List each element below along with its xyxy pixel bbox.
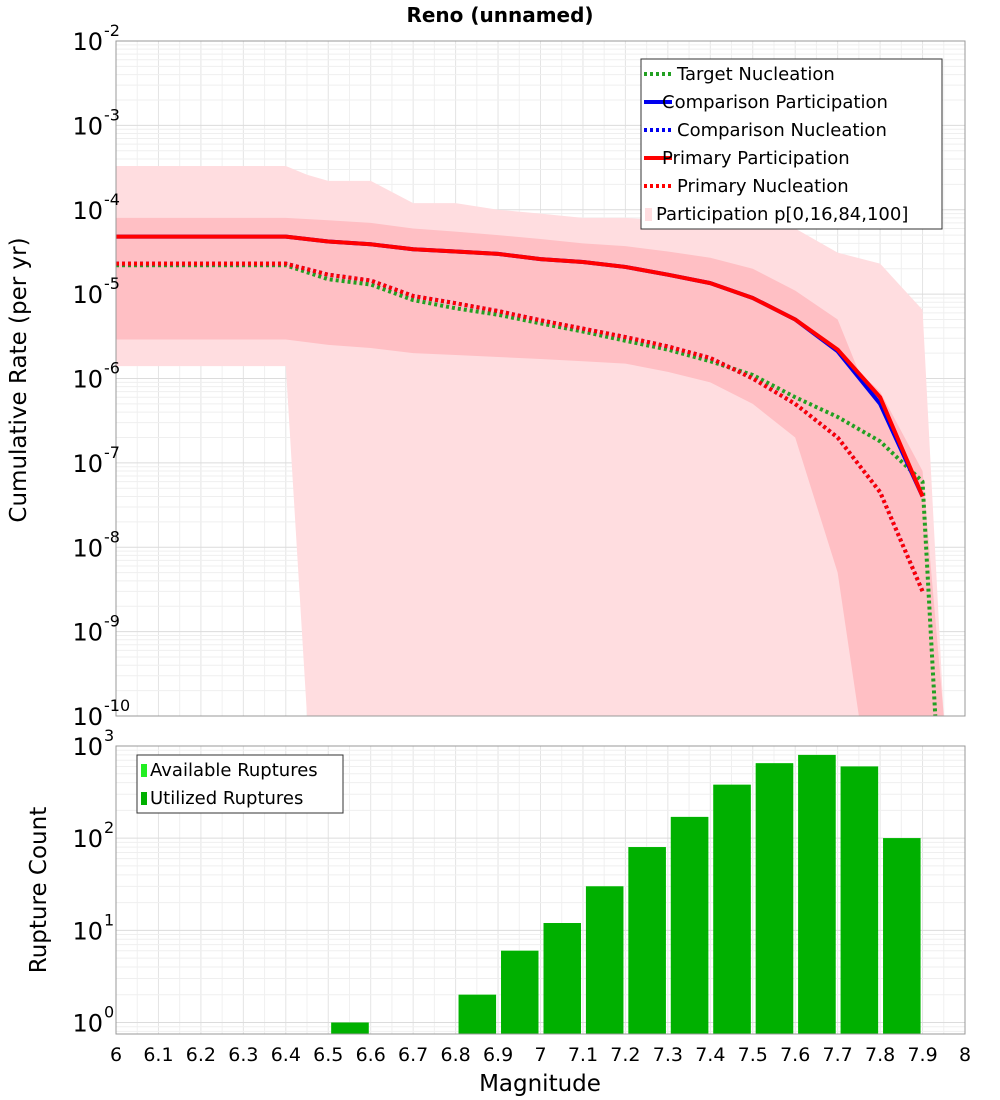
bar-utilized-ruptures xyxy=(883,838,921,1034)
bottom-y-tick-label: 10 xyxy=(72,1009,103,1037)
bottom-y-tick-label: 10 xyxy=(72,733,103,761)
x-tick-label: 7.7 xyxy=(823,1044,853,1066)
x-tick-label: 6.6 xyxy=(356,1044,386,1066)
x-tick-label: 8 xyxy=(959,1044,971,1066)
legend-entry: Available Ruptures xyxy=(150,760,318,781)
chart-title: Reno (unnamed) xyxy=(406,3,593,27)
top-y-tick-label: 10 xyxy=(72,112,103,140)
top-y-tick-label: 10 xyxy=(72,281,103,309)
x-tick-label: 6.9 xyxy=(483,1044,513,1066)
top-y-tick-exponent: -8 xyxy=(104,527,120,546)
bar-utilized-ruptures xyxy=(840,766,879,1034)
legend-entry: Utilized Ruptures xyxy=(150,788,303,809)
bottom-y-tick-exponent: 1 xyxy=(104,910,114,929)
x-tick-label: 7.3 xyxy=(653,1044,683,1066)
bottom-legend-box xyxy=(136,754,344,814)
x-tick-label: 6.8 xyxy=(440,1044,470,1066)
top-y-tick-exponent: -5 xyxy=(104,274,120,293)
bar-utilized-ruptures xyxy=(331,1022,369,1034)
bar-utilized-ruptures xyxy=(543,923,581,1034)
legend-entry: Primary Participation xyxy=(662,148,850,169)
rupture-bars xyxy=(331,754,921,1034)
legend-entry: Comparison Participation xyxy=(662,92,888,113)
top-y-tick-exponent: -10 xyxy=(104,696,130,715)
x-tick-label: 7.8 xyxy=(865,1044,895,1066)
top-y-tick-label: 10 xyxy=(72,28,103,56)
bottom-y-tick-exponent: 2 xyxy=(104,818,114,837)
top-y-tick-label: 10 xyxy=(72,197,103,225)
participation-bands xyxy=(116,166,944,717)
top-y-tick-exponent: -7 xyxy=(104,443,120,462)
top-plot-frame xyxy=(115,40,966,717)
top-y-tick-exponent: -9 xyxy=(104,612,120,631)
x-tick-label: 6.1 xyxy=(143,1044,173,1066)
legend-entry: Target Nucleation xyxy=(676,64,835,85)
bottom-plot-frame xyxy=(115,745,966,1035)
x-tick-label: 7.4 xyxy=(695,1044,725,1066)
top-y-tick-label: 10 xyxy=(72,619,103,647)
top-y-tick-exponent: -4 xyxy=(104,190,120,209)
bottom-y-tick-exponent: 3 xyxy=(104,726,114,745)
x-tick-label: 6.3 xyxy=(228,1044,258,1066)
x-axis-label: Magnitude xyxy=(479,1071,601,1097)
x-tick-label: 7 xyxy=(534,1044,546,1066)
rate-lines xyxy=(116,234,938,717)
top-legend: Target Nucleation Comparison Participatio… xyxy=(640,58,943,230)
legend-swatch-bar xyxy=(141,764,147,777)
bar-utilized-ruptures xyxy=(501,950,539,1034)
x-tick-label: 6.5 xyxy=(313,1044,343,1066)
legend-entry: Comparison Nucleation xyxy=(677,120,887,141)
bar-utilized-ruptures xyxy=(628,847,666,1034)
top-y-tick-exponent: -6 xyxy=(104,359,120,378)
bar-utilized-ruptures xyxy=(670,816,709,1034)
legend-entry: Primary Nucleation xyxy=(677,176,849,197)
top-y-tick-exponent: -3 xyxy=(104,105,120,124)
top-y-tick-label: 10 xyxy=(72,703,103,731)
x-tick-label: 7.6 xyxy=(780,1044,810,1066)
top-y-tick-exponent: -2 xyxy=(104,21,120,40)
x-tick-label: 7.2 xyxy=(610,1044,640,1066)
x-tick-label: 6.2 xyxy=(186,1044,216,1066)
bar-utilized-ruptures xyxy=(798,754,836,1034)
bottom-y-tick-label: 10 xyxy=(72,825,103,853)
x-tick-label: 6.7 xyxy=(398,1044,428,1066)
bar-utilized-ruptures xyxy=(755,763,794,1034)
bar-utilized-ruptures xyxy=(713,784,751,1034)
x-tick-label: 7.1 xyxy=(568,1044,598,1066)
series-line-primary-participation xyxy=(116,234,925,498)
top-y-tick-label: 10 xyxy=(72,450,103,478)
legend-swatch-band xyxy=(645,208,652,221)
top-y-axis-label: Cumulative Rate (per yr) xyxy=(6,237,32,522)
series-line-primary-nucleation xyxy=(116,261,925,593)
x-tick-label: 6.4 xyxy=(271,1044,301,1066)
x-tick-label: 7.9 xyxy=(907,1044,937,1066)
top-y-tick-label: 10 xyxy=(72,534,103,562)
bottom-y-tick-label: 10 xyxy=(72,917,103,945)
bar-utilized-ruptures xyxy=(585,886,624,1034)
x-ticks: 6 6.1 6.2 6.3 6.4 6.5 6.6 6.7 6.8 6.9 7 7.1 7.2 7.3 7.… xyxy=(110,1044,971,1066)
x-tick-label: 7.5 xyxy=(738,1044,768,1066)
top-y-tick-label: 10 xyxy=(72,366,103,394)
legend-swatch-bar xyxy=(141,792,147,805)
bottom-y-tick-exponent: 0 xyxy=(104,1002,114,1021)
band-p16-p84 xyxy=(116,217,944,716)
bottom-y-axis-label: Rupture Count xyxy=(26,807,52,973)
bottom-legend: Available Ruptures Utilized Ruptures xyxy=(136,754,344,814)
x-tick-label: 6 xyxy=(110,1044,122,1066)
legend-entry: Participation p[0,16,84,100] xyxy=(656,204,908,225)
bar-utilized-ruptures xyxy=(458,994,497,1034)
top-legend-box xyxy=(640,58,943,230)
